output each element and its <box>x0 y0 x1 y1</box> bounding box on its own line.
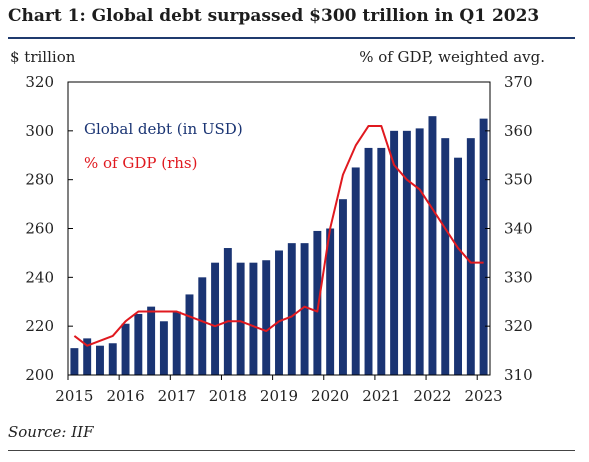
x-tick-label: 2020 <box>311 387 349 405</box>
ticks-layer: 200 220 240 260 280 300 320 310 320 330 340 350 360 3… <box>25 73 532 405</box>
debt-bar <box>108 343 117 375</box>
debt-bar <box>96 345 104 375</box>
x-tick-label: 2018 <box>209 387 247 405</box>
left-tick-label: 260 <box>25 220 54 238</box>
debt-bar <box>479 118 488 376</box>
debt-bar <box>198 277 207 375</box>
right-tick-label: 370 <box>504 73 533 91</box>
debt-bar <box>249 262 258 375</box>
debt-bar <box>377 147 386 375</box>
debt-bar <box>338 199 347 375</box>
right-tick-label: 360 <box>504 122 533 140</box>
x-tick-label: 2022 <box>413 387 451 405</box>
debt-bar <box>211 262 220 375</box>
debt-bar <box>147 306 156 375</box>
debt-bar <box>351 167 360 375</box>
debt-bar <box>134 313 143 375</box>
debt-bar <box>83 338 92 376</box>
debt-bar <box>121 323 130 375</box>
debt-bar <box>70 348 79 375</box>
left-tick-label: 280 <box>25 171 54 189</box>
bottom-rule <box>8 450 575 451</box>
debt-bar <box>454 157 462 375</box>
right-tick-label: 320 <box>504 317 533 335</box>
debt-bar <box>287 243 296 375</box>
title-rule <box>8 37 575 39</box>
left-axis-unit: $ trillion <box>10 48 76 66</box>
debt-bar <box>159 321 168 375</box>
debt-bar <box>402 130 411 375</box>
debt-bar <box>223 248 232 375</box>
x-tick-label: 2016 <box>106 387 144 405</box>
left-tick-label: 200 <box>25 366 54 384</box>
debt-bar <box>275 250 283 375</box>
left-tick-label: 240 <box>25 268 54 286</box>
right-tick-label: 350 <box>504 171 533 189</box>
right-tick-label: 330 <box>504 268 533 286</box>
bars-layer <box>70 116 488 376</box>
debt-bar <box>236 262 245 375</box>
legend-layer: Global debt (in USD) % of GDP (rhs) <box>84 120 243 172</box>
debt-bar <box>364 147 373 375</box>
gdp-ratio-line <box>73 124 484 347</box>
x-tick-label: 2019 <box>260 387 298 405</box>
debt-bar <box>262 260 271 375</box>
debt-bar <box>441 138 450 375</box>
debt-bar <box>466 138 475 375</box>
source-note: Source: IIF <box>8 423 94 441</box>
debt-bar <box>172 311 181 375</box>
debt-bar <box>185 294 194 375</box>
chart-title: Chart 1: Global debt surpassed $300 tril… <box>8 6 540 26</box>
debt-bar <box>415 128 424 375</box>
x-tick-label: 2015 <box>55 387 93 405</box>
right-tick-label: 310 <box>504 366 533 384</box>
x-tick-label: 2021 <box>362 387 400 405</box>
debt-bar <box>390 130 399 375</box>
left-tick-label: 320 <box>25 73 54 91</box>
left-tick-label: 220 <box>25 317 54 335</box>
x-tick-label: 2023 <box>465 387 503 405</box>
legend-debt-label: Global debt (in USD) <box>84 120 243 138</box>
debt-bar <box>300 243 309 375</box>
debt-bar <box>428 116 437 376</box>
x-tick-label: 2017 <box>158 387 196 405</box>
left-tick-label: 300 <box>25 122 54 140</box>
legend-gdp-label: % of GDP (rhs) <box>84 154 197 172</box>
right-axis-unit: % of GDP, weighted avg. <box>359 48 545 66</box>
debt-bar <box>326 228 335 375</box>
right-tick-label: 340 <box>504 220 533 238</box>
line-layer <box>73 124 484 347</box>
debt-bar <box>313 230 322 375</box>
